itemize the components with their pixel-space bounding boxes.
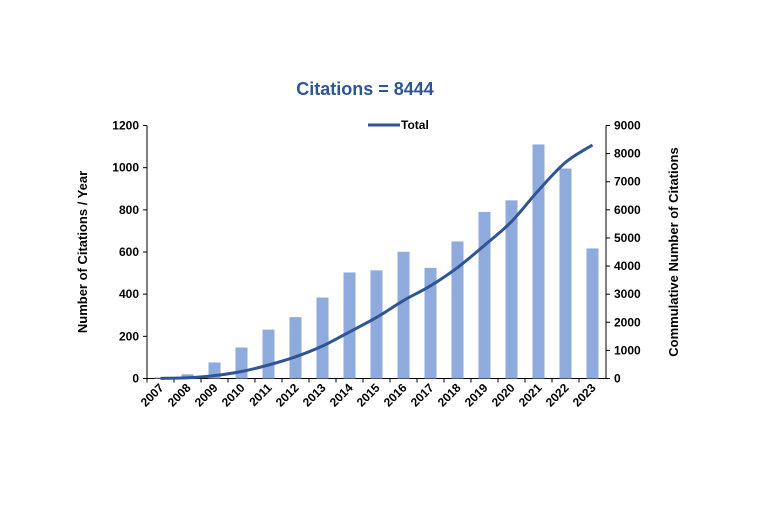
- x-tick-label: 2017: [408, 380, 437, 409]
- chart-title: Citations = 8444: [296, 79, 434, 99]
- bar-2023: [586, 248, 599, 379]
- y-tick-label-right: 4000: [614, 259, 641, 273]
- x-tick-label: 2011: [246, 381, 275, 410]
- y-tick-label-right: 7000: [614, 175, 641, 189]
- y-tick-label-left: 0: [132, 372, 139, 386]
- y-tick-label-right: 9000: [614, 119, 641, 133]
- x-tick-label: 2018: [435, 380, 464, 409]
- bar-2011: [262, 329, 275, 379]
- y-axis-label-right: Commulative Number of Citations: [666, 147, 681, 356]
- y-tick-label-left: 1200: [112, 119, 139, 133]
- x-tick-label: 2008: [165, 380, 194, 409]
- y-tick-label-right: 0: [614, 372, 621, 386]
- x-tick-label: 2019: [462, 380, 491, 409]
- y-tick-label-left: 1000: [112, 161, 139, 175]
- y-tick-label-right: 6000: [614, 203, 641, 217]
- x-tick-label: 2010: [219, 380, 248, 409]
- bar-2017: [424, 267, 437, 379]
- bar-2018: [451, 241, 464, 379]
- x-tick-label: 2015: [354, 380, 383, 409]
- x-tick-label: 2020: [489, 380, 518, 409]
- y-tick-label-left: 800: [119, 203, 139, 217]
- y-tick-label-left: 400: [119, 287, 139, 301]
- y-tick-label-right: 2000: [614, 315, 641, 329]
- y-tick-label-right: 8000: [614, 147, 641, 161]
- y-tick-label-right: 1000: [614, 343, 641, 357]
- x-tick-label: 2009: [192, 380, 221, 409]
- legend: Total: [368, 118, 429, 132]
- x-tick-label: 2012: [273, 380, 302, 409]
- bar-2013: [316, 297, 329, 379]
- y-axis-label-left: Number of Citations / Year: [75, 171, 90, 333]
- legend-label-total: Total: [401, 118, 429, 132]
- x-tick-label: 2007: [138, 380, 167, 409]
- bar-2012: [289, 317, 302, 379]
- x-tick-label: 2014: [327, 380, 356, 409]
- x-tick-label: 2022: [543, 380, 572, 409]
- bar-2016: [397, 251, 410, 379]
- y-tick-label-right: 5000: [614, 231, 641, 245]
- bar-2020: [505, 200, 518, 379]
- bar-2021: [532, 144, 545, 379]
- y-tick-label-left: 200: [119, 329, 139, 343]
- x-tick-label: 2023: [570, 380, 599, 409]
- x-tick-label: 2021: [516, 380, 545, 409]
- bar-2015: [370, 270, 383, 379]
- bar-2022: [559, 168, 572, 379]
- x-tick-label: 2013: [300, 380, 329, 409]
- bar-2019: [478, 211, 491, 379]
- x-tick-label: 2016: [381, 380, 410, 409]
- y-tick-label-left: 600: [119, 245, 139, 259]
- y-tick-label-right: 3000: [614, 287, 641, 301]
- bar-2010: [235, 347, 248, 379]
- bar-2014: [343, 272, 356, 379]
